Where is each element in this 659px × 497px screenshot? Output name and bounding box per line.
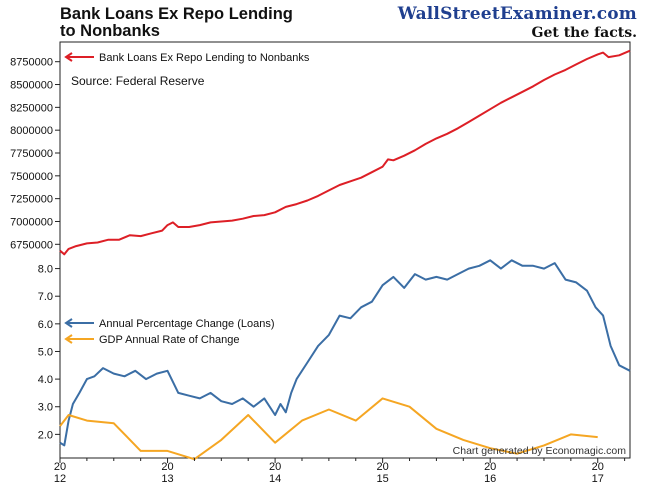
x-tick-label-top: 20 <box>592 461 604 473</box>
x-tick-label-top: 20 <box>161 461 173 473</box>
series-line <box>59 259 631 447</box>
legend-arrow <box>64 334 73 344</box>
x-tick-label-top: 20 <box>377 461 389 473</box>
y-tick-label: 6.0 <box>38 319 53 331</box>
y-tick-label: 8000000 <box>10 125 53 137</box>
plot-frame <box>59 41 631 459</box>
x-tick-label-bottom: 12 <box>54 473 66 485</box>
legend-arrow <box>64 52 73 62</box>
x-tick-label-top: 20 <box>484 461 496 473</box>
x-tick-label-bottom: 15 <box>377 473 389 485</box>
y-tick-label: 8500000 <box>10 80 53 92</box>
x-tick-label-bottom: 14 <box>269 473 281 485</box>
y-tick-label: 7000000 <box>10 216 53 228</box>
brand-tagline: Get the facts. <box>531 25 637 41</box>
y-tick-label: 5.0 <box>38 346 53 358</box>
legend-label: Annual Percentage Change (Loans) <box>99 318 275 330</box>
y-tick-label: 7750000 <box>10 148 53 160</box>
percent-change-panel: 2.0 3.0 4.0 5.0 6.0 7.0 8.0 Annual Percentage C… <box>38 259 631 461</box>
x-tick-label-bottom: 16 <box>484 473 496 485</box>
chart-title-line2: to Nonbanks <box>60 22 160 40</box>
chart-title: Bank Loans Ex Repo Lending to Nonbanks <box>60 6 360 40</box>
legend-label: GDP Annual Rate of Change <box>99 334 239 346</box>
brand-logo: WallStreetExaminer.com Get the facts. <box>398 4 637 41</box>
x-tick-label-bottom: 13 <box>161 473 173 485</box>
x-tick-label-bottom: 17 <box>592 473 604 485</box>
brand-name: WallStreetExaminer.com <box>397 4 637 24</box>
source-note: Source: Federal Reserve <box>71 74 205 88</box>
y-tick-label: 6750000 <box>10 239 53 251</box>
loans-level-panel: 6750000 7000000 7250000 7500000 7750000 80000… <box>10 49 631 256</box>
credit-text: Chart generated by Economagic.com <box>453 445 627 457</box>
x-tick-label-top: 20 <box>269 461 281 473</box>
y-tick-label: 8250000 <box>10 102 53 114</box>
series-line <box>59 49 631 256</box>
y-tick-label: 7250000 <box>10 194 53 206</box>
y-tick-label: 7500000 <box>10 171 53 183</box>
y-tick-label: 7.0 <box>38 291 53 303</box>
y-tick-label: 4.0 <box>38 374 53 386</box>
series-line <box>59 397 598 461</box>
x-tick-label-top: 20 <box>54 461 66 473</box>
legend-label: Bank Loans Ex Repo Lending to Nonbanks <box>99 52 310 64</box>
y-tick-label: 8.0 <box>38 264 53 276</box>
legend-arrow <box>64 318 73 328</box>
y-tick-label: 8750000 <box>10 57 53 69</box>
y-tick-label: 3.0 <box>38 402 53 414</box>
y-tick-label: 2.0 <box>38 429 53 441</box>
chart-title-line1: Bank Loans Ex Repo Lending <box>60 5 293 23</box>
